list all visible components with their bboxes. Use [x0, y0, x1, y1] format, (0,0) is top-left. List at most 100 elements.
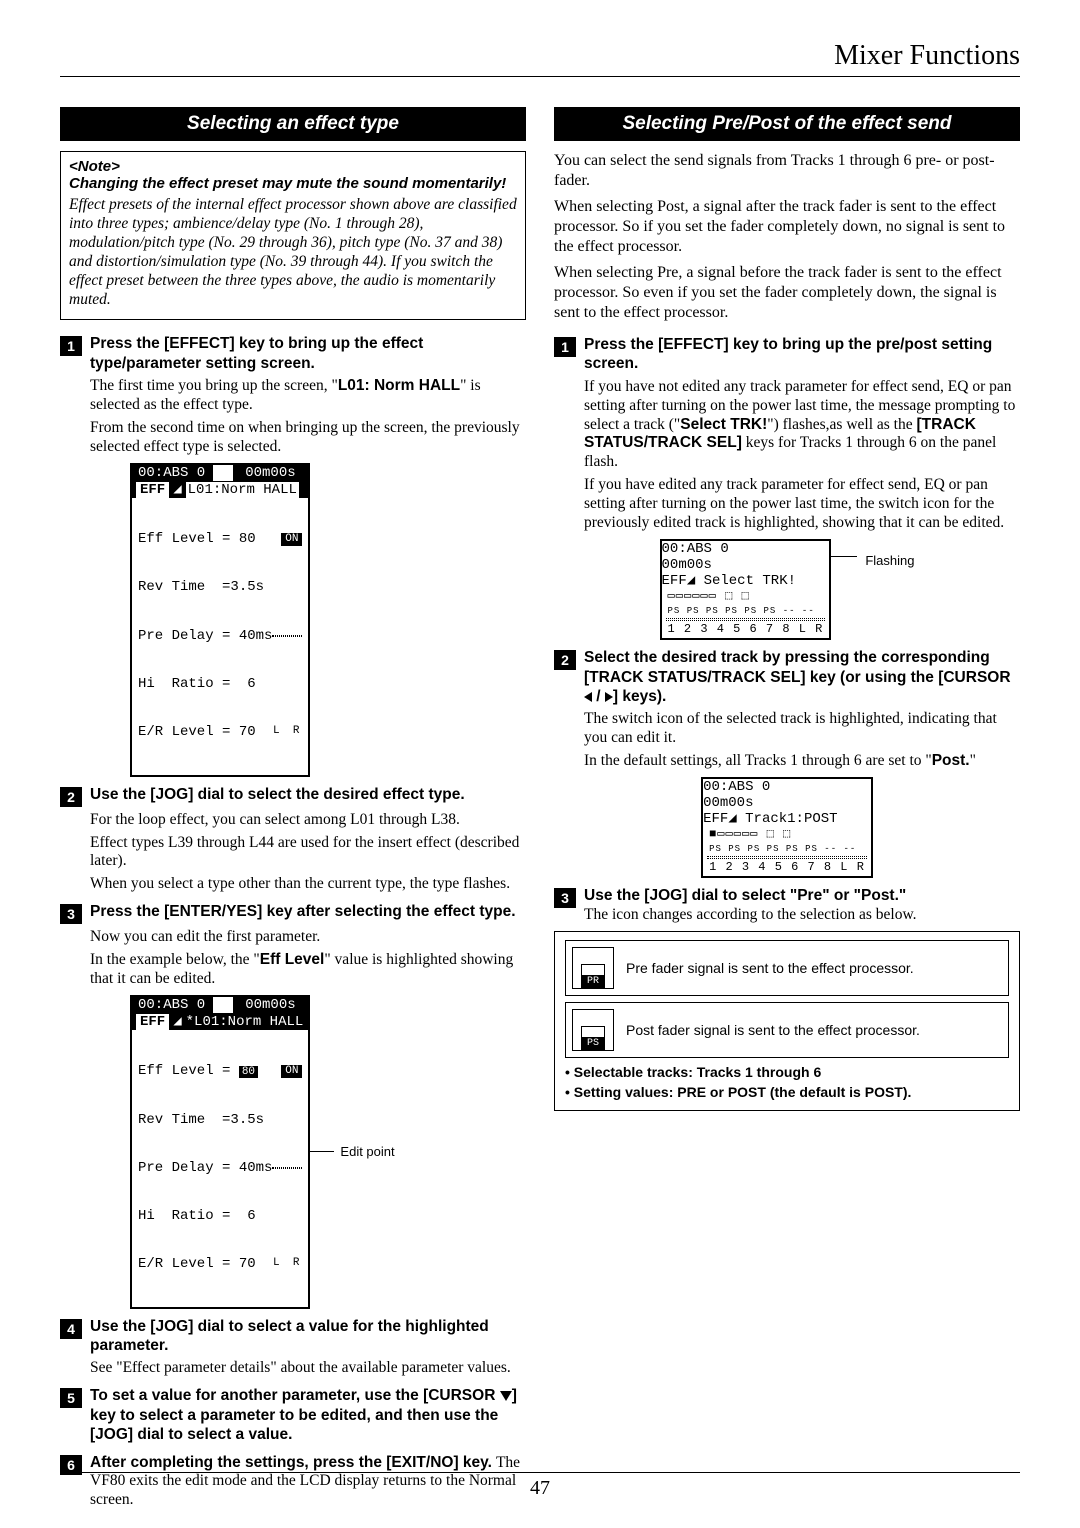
lcd-flash-wrap: 00:ABS 0 00m00s EFF◢ Select TRK! ▭▭▭▭▭▭ …: [554, 539, 1020, 640]
section-title-left: Selecting an effect type: [60, 107, 526, 141]
track-nums: 1 2 3 4 5 6 7 8 L R: [703, 860, 871, 876]
text: L01: Norm HALL: [338, 377, 460, 394]
text: Select TRK!: [680, 416, 767, 433]
step-2-body2: Effect types L39 through L44 are used fo…: [90, 834, 526, 872]
step-num-icon: 1: [60, 336, 82, 356]
step-6-head: After completing the settings, press the…: [90, 1454, 492, 1471]
text: In the default settings, all Tracks 1 th…: [584, 752, 932, 769]
on-icon: ON: [281, 1065, 302, 1078]
flash-pointer-line: [831, 556, 857, 557]
lcd-topleft: 00:ABS 0: [132, 997, 213, 1013]
step-1-body2: From the second time on when bringing up…: [90, 419, 526, 457]
step-2-body3: When you select a type other than the cu…: [90, 875, 526, 894]
note-subtitle: Changing the effect preset may mute the …: [69, 175, 517, 192]
post-icon: PS: [572, 1009, 614, 1051]
rstep-2-head: Select the desired track by pressing the…: [584, 648, 1020, 706]
step-1-head: Press the [EFFECT] key to bring up the e…: [90, 334, 526, 373]
lcd-bar-text: Track1:: [745, 811, 804, 827]
right-column: Selecting Pre/Post of the effect send Yo…: [554, 107, 1020, 1514]
lr-label: L R: [270, 1257, 302, 1272]
step-num-icon: 3: [554, 888, 576, 908]
step-4: 4 Use the [JOG] dial to select a value f…: [60, 1317, 526, 1356]
step-1-body1: The first time you bring up the screen, …: [90, 377, 526, 415]
step-3-head: Press the [ENTER/YES] key after selectin…: [90, 902, 516, 921]
lcd-topleft: 00:ABS 0: [132, 465, 213, 481]
lcd-line: E/R Level = 70: [138, 1256, 256, 1272]
lcd-bar-text: *L01:Norm HALL: [186, 1014, 304, 1030]
lcd-topright: 00m00s: [233, 997, 307, 1013]
rstep-3: 3 Use the [JOG] dial to select "Pre" or …: [554, 886, 1020, 924]
lr-label: L R: [270, 725, 302, 740]
rstep-2: 2 Select the desired track by pressing t…: [554, 648, 1020, 706]
edit-pointer-line: [310, 1151, 334, 1152]
lcd-eff: EFF: [136, 1014, 169, 1030]
note-title: <Note>: [69, 158, 517, 175]
section-title-right: Selecting Pre/Post of the effect send: [554, 107, 1020, 141]
note-box: <Note> Changing the effect preset may mu…: [60, 151, 526, 320]
lcd-topleft: 00:ABS 0: [703, 779, 871, 795]
step-num-icon: 4: [60, 1319, 82, 1339]
rstep-1-body1: If you have not edited any track paramet…: [584, 378, 1020, 473]
left-arrow-icon: [584, 692, 592, 702]
rstep-2-body2: In the default settings, all Tracks 1 th…: [584, 752, 1020, 771]
rstep-1-body2: If you have edited any track parameter f…: [584, 476, 1020, 533]
down-arrow-icon: [500, 1391, 512, 1401]
intro-p3: When selecting Pre, a signal before the …: [554, 263, 1020, 323]
track-ps: PS PS PS PS PS PS -- --: [703, 843, 871, 855]
text: In the example below, the ": [90, 951, 260, 968]
lcd-topright: 00m00s: [662, 557, 830, 573]
intro-p1: You can select the send signals from Tra…: [554, 151, 1020, 191]
lcd-screenshot-2: 00:ABS 0 00m00s EFF ◢ *L01:Norm HALL Eff…: [130, 995, 526, 1309]
lcd-line: Pre Delay = 40ms: [138, 628, 272, 644]
step-2: 2 Use the [JOG] dial to select the desir…: [60, 785, 526, 807]
lcd-track-wrap: 00:ABS 0 00m00s EFF◢ Track1:POST ■▭▭▭▭▭ …: [554, 777, 1020, 878]
left-column: Selecting an effect type <Note> Changing…: [60, 107, 526, 1514]
on-icon: ON: [281, 533, 302, 546]
page-header: Mixer Functions: [60, 40, 1020, 77]
edit-value: 80: [239, 1066, 258, 1078]
post-badge: PS: [581, 1038, 605, 1050]
lcd-line: Eff Level =: [138, 1063, 239, 1079]
step-3-body1: Now you can edit the first parameter.: [90, 928, 526, 947]
step-3-body2: In the example below, the "Eff Level" va…: [90, 951, 526, 989]
track-nums: 1 2 3 4 5 6 7 8 L R: [662, 622, 830, 638]
note-body: Effect presets of the internal effect pr…: [69, 196, 517, 309]
lcd-line: Eff Level = 80: [138, 531, 256, 547]
text: Eff Level: [260, 951, 325, 968]
text: ": [970, 752, 976, 769]
lcd-flashing: 00:ABS 0 00m00s EFF◢ Select TRK! ▭▭▭▭▭▭ …: [660, 539, 832, 640]
lcd-eff: EFF: [703, 811, 728, 827]
lcd-line: Hi Ratio = 6: [138, 1208, 302, 1224]
lcd-track1: 00:ABS 0 00m00s EFF◢ Track1:POST ■▭▭▭▭▭ …: [701, 777, 873, 878]
text: The first time you bring up the screen, …: [90, 377, 338, 394]
bullet-1: • Selectable tracks: Tracks 1 through 6: [565, 1064, 1009, 1080]
rstep-3-head: Use the [JOG] dial to select "Pre" or "P…: [584, 886, 917, 905]
track-icons: ■▭▭▭▭▭ ⬚ ⬚: [703, 827, 871, 843]
post-text: Post fader signal is sent to the effect …: [626, 1022, 920, 1038]
bullet-2: • Setting values: PRE or POST (the defau…: [565, 1084, 1009, 1100]
lcd-bar-text: Select TRK!: [704, 573, 796, 589]
pre-text: Pre fader signal is sent to the effect p…: [626, 960, 914, 976]
step-num-icon: 2: [554, 650, 576, 670]
step-2-head: Use the [JOG] dial to select the desired…: [90, 785, 465, 804]
step-2-body1: For the loop effect, you can select amon…: [90, 811, 526, 830]
lcd-screenshot-1: 00:ABS 0 00m00s EFF ◢ L01:Norm HALL Eff …: [130, 463, 526, 777]
rstep-1: 1 Press the [EFFECT] key to bring up the…: [554, 335, 1020, 374]
lcd-topright: 00m00s: [233, 465, 307, 481]
lcd-line: Rev Time =3.5s: [138, 1112, 302, 1128]
rstep-2-body1: The switch icon of the selected track is…: [584, 710, 1020, 748]
step-num-icon: 5: [60, 1388, 82, 1408]
step-num-icon: 1: [554, 337, 576, 357]
text: ") flashes,as well as the: [767, 416, 916, 433]
edit-point-label: Edit point: [340, 1144, 394, 1159]
step-4-body1: See "Effect parameter details" about the…: [90, 1359, 526, 1378]
lcd-line: Pre Delay = 40ms: [138, 1160, 272, 1176]
pre-row: PR Pre fader signal is sent to the effec…: [565, 940, 1009, 996]
two-columns: Selecting an effect type <Note> Changing…: [60, 107, 1020, 1514]
step-num-icon: 3: [60, 904, 82, 924]
post-badge: POST: [804, 811, 838, 827]
step-5-head: To set a value for another parameter, us…: [90, 1386, 526, 1444]
lcd-line: Hi Ratio = 6: [138, 676, 302, 692]
step-3: 3 Press the [ENTER/YES] key after select…: [60, 902, 526, 924]
lcd-eff: EFF: [662, 573, 687, 589]
